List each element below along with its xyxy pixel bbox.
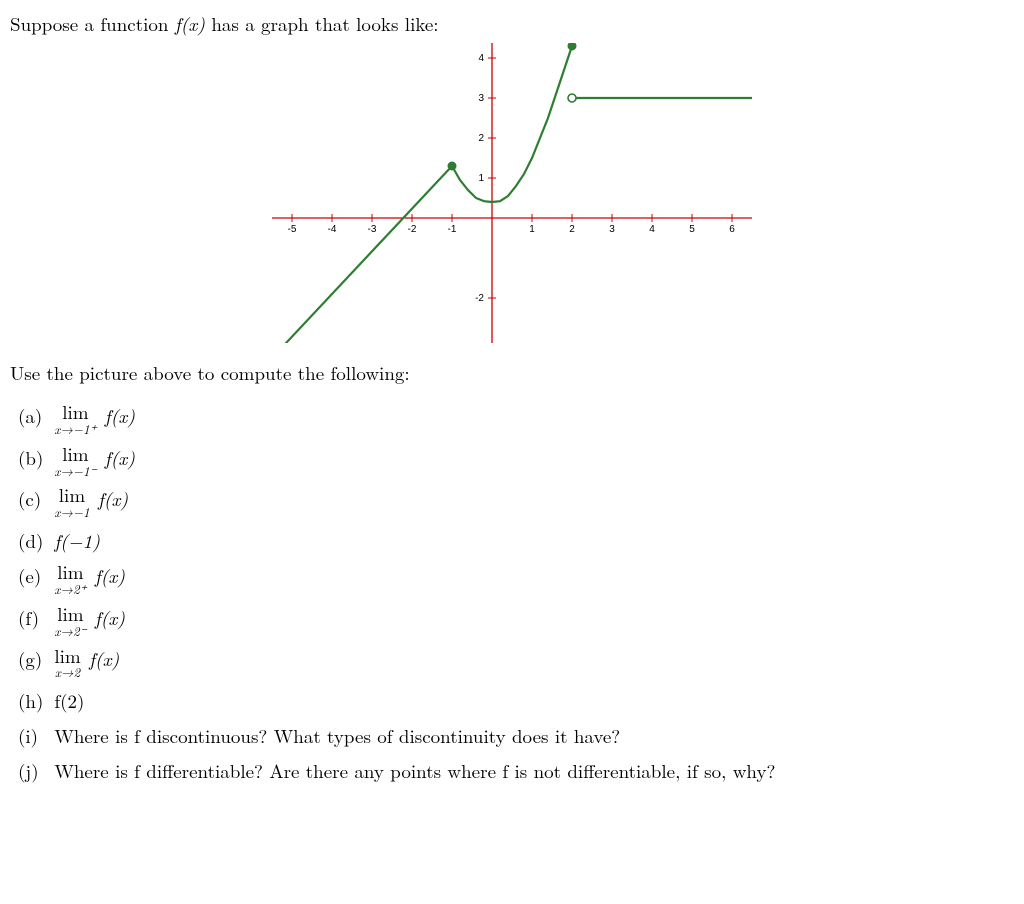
limit-g: lim x→2	[54, 646, 80, 680]
question-c: (c) lim x→−1 f(x)	[10, 481, 1014, 523]
svg-text:4: 4	[478, 53, 484, 64]
function-graph: -5-4-3-2-1123456-4-2123456	[272, 43, 752, 343]
svg-text:6: 6	[729, 224, 735, 235]
svg-text:3: 3	[478, 93, 484, 104]
limit-e: lim x→2⁺	[54, 562, 86, 596]
question-e: (e) lim x→2⁺ f(x)	[10, 558, 1014, 600]
fx-e: f(x)	[95, 562, 125, 589]
svg-text:-1: -1	[448, 224, 457, 235]
text-j: Where is f differentiable? Are there any…	[54, 757, 775, 784]
label-j: (j)	[18, 757, 48, 784]
label-d: (d)	[18, 527, 48, 554]
intro-fx: f(x)	[175, 10, 205, 37]
question-j: (j) Where is f differentiable? Are there…	[10, 753, 1014, 788]
question-f: (f) lim x→2⁻ f(x)	[10, 600, 1014, 642]
graph-container: -5-4-3-2-1123456-4-2123456	[10, 43, 1014, 349]
compute-instruction: Use the picture above to compute the fol…	[10, 359, 1014, 386]
fx-f: f(x)	[95, 604, 125, 631]
text-i: Where is f discontinuous? What types of …	[54, 722, 620, 749]
fx-g: f(x)	[89, 645, 119, 672]
limit-c: lim x→−1	[54, 485, 89, 519]
label-e: (e)	[18, 562, 48, 589]
label-i: (i)	[18, 722, 48, 749]
svg-text:-5: -5	[288, 224, 297, 235]
question-b: (b) lim x→−1⁻ f(x)	[10, 440, 1014, 482]
label-c: (c)	[18, 485, 48, 512]
fx-d: f(−1)	[54, 527, 100, 554]
label-a: (a)	[18, 402, 48, 429]
svg-text:4: 4	[649, 224, 655, 235]
svg-text:5: 5	[689, 224, 695, 235]
intro-prefix: Suppose a function	[10, 10, 175, 37]
limit-a: lim x→−1⁺	[54, 402, 96, 436]
fx-b: f(x)	[105, 444, 135, 471]
fx-c: f(x)	[98, 485, 128, 512]
question-d: (d) f(−1)	[10, 523, 1014, 558]
intro-text: Suppose a function f(x) has a graph that…	[10, 10, 1014, 37]
fx-h: f(2)	[54, 687, 84, 714]
question-a: (a) lim x→−1⁺ f(x)	[10, 398, 1014, 440]
question-g: (g) lim x→2 f(x)	[10, 641, 1014, 683]
svg-text:2: 2	[569, 224, 575, 235]
label-g: (g)	[18, 645, 48, 672]
label-h: (h)	[18, 687, 48, 714]
intro-suffix: has a graph that looks like:	[205, 10, 439, 37]
svg-text:3: 3	[609, 224, 615, 235]
limit-b: lim x→−1⁻	[54, 444, 96, 478]
label-b: (b)	[18, 444, 48, 471]
svg-text:-2: -2	[408, 224, 417, 235]
svg-text:2: 2	[478, 133, 484, 144]
svg-text:1: 1	[478, 173, 484, 184]
svg-text:-4: -4	[328, 224, 337, 235]
question-i: (i) Where is f discontinuous? What types…	[10, 718, 1014, 753]
label-f: (f)	[18, 604, 48, 631]
svg-text:-3: -3	[368, 224, 377, 235]
svg-text:-2: -2	[475, 293, 484, 304]
limit-f: lim x→2⁻	[54, 604, 86, 638]
fx-a: f(x)	[105, 402, 135, 429]
question-h: (h) f(2)	[10, 683, 1014, 718]
question-list: (a) lim x→−1⁺ f(x) (b) lim x→−1⁻ f(x) (c…	[10, 398, 1014, 788]
svg-text:1: 1	[529, 224, 535, 235]
